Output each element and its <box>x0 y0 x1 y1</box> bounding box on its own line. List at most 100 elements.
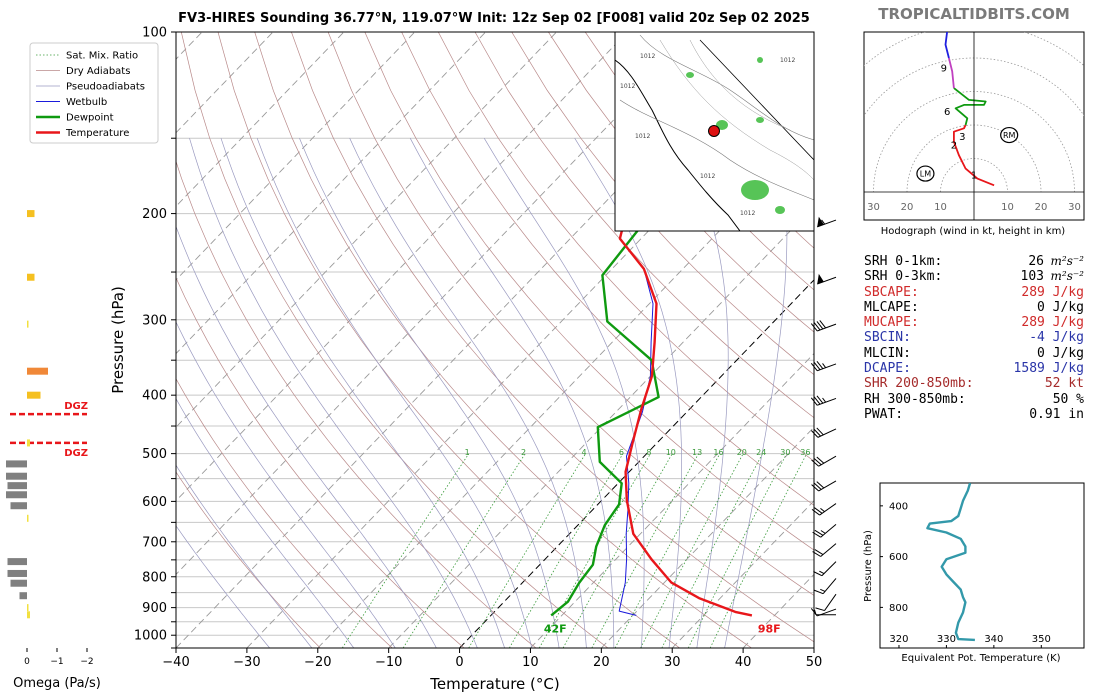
barb-staff <box>817 397 837 406</box>
terrain-contour <box>659 39 814 181</box>
y-tick-label: 300 <box>142 313 167 328</box>
dry-adiabat <box>364 32 814 551</box>
param-label: SBCIN: <box>864 330 911 346</box>
param-row: DCAPE: 1589 J/kg <box>864 361 1084 376</box>
dry-adiabat <box>217 32 680 648</box>
param-label: PWAT: <box>864 406 904 422</box>
wind-barb <box>815 593 837 612</box>
hodograph-tick-label: 10 <box>1001 202 1014 213</box>
barb-staff <box>818 455 837 467</box>
wind-barbs <box>810 216 837 617</box>
wind-barb <box>811 455 837 467</box>
x-tick-label: −10 <box>375 655 402 670</box>
mixing-ratio-line <box>468 453 586 648</box>
theta-e-frame <box>879 482 1085 649</box>
barb-staff <box>819 503 837 516</box>
storm-motion-marker <box>1000 126 1019 144</box>
omega-bar <box>27 611 30 619</box>
barb-flag <box>813 361 821 371</box>
pseudoadiabat <box>678 138 729 648</box>
precip-area <box>756 117 764 123</box>
wind-barb <box>810 427 837 438</box>
dgz-label: DGZ <box>64 448 88 459</box>
omega-panel: DGZ DGZ 0 −1 −2 <box>6 210 94 667</box>
legend-label: Dry Adiabats <box>66 66 130 77</box>
theta-e-trace <box>926 483 975 642</box>
param-label: SHR 200-850mb: <box>864 376 974 392</box>
pseudoadiabat <box>256 138 533 648</box>
barb-flag <box>816 456 825 464</box>
barb-staff <box>817 323 837 332</box>
pseudoadiabat <box>483 138 645 648</box>
precip-area <box>716 120 728 130</box>
param-value: 0.91 in <box>1029 406 1084 422</box>
hodograph-trace <box>944 32 950 59</box>
terrain-contour <box>689 39 791 131</box>
barb-flag <box>813 571 823 577</box>
hodograph-height-label: 6 <box>944 107 950 118</box>
omega-tick-label: 0 <box>24 657 30 667</box>
barb-staff <box>824 593 837 611</box>
param-row: MUCAPE: 289 J/kg <box>864 315 1084 330</box>
y-tick-label: 700 <box>142 535 167 550</box>
y-axis-title: Pressure (hPa) <box>109 286 127 394</box>
barb-flag <box>810 430 819 438</box>
barb-staff <box>821 561 837 577</box>
mixing-ratio-label: 4 <box>581 448 586 457</box>
omega-bar <box>27 439 30 447</box>
param-row: SBCAPE: 289 J/kg <box>864 285 1084 300</box>
pseudoadiabat <box>176 464 313 648</box>
param-label: DCAPE: <box>864 361 911 377</box>
pseudoadiabat <box>574 138 682 648</box>
wind-barb <box>814 609 836 616</box>
barb-staff <box>820 543 837 557</box>
storm-motion-label: LM <box>920 170 931 179</box>
omega-bar <box>7 482 27 490</box>
legend-label: Temperature <box>65 128 129 139</box>
param-label: SRH 0-1km: <box>864 254 943 269</box>
map-contour-label: 1012 <box>740 210 755 217</box>
legend-label: Pseudoadiabats <box>66 82 145 93</box>
pseudoadiabat <box>724 138 788 648</box>
mixing-ratio-label: 16 <box>713 448 723 457</box>
dry-adiabat <box>511 32 814 376</box>
mixing-ratio-line <box>640 453 744 648</box>
hodograph-tick-label: 20 <box>1035 202 1048 213</box>
wind-barb <box>817 216 837 228</box>
pseudoadiabat <box>349 138 587 648</box>
barb-flag <box>810 323 818 332</box>
wind-barb <box>810 320 837 332</box>
mixing-ratio-label: 8 <box>646 448 651 457</box>
barb-flag <box>816 321 824 330</box>
dry-adiabat <box>176 160 537 648</box>
omega-bar <box>7 558 27 566</box>
temperature-trace <box>618 213 753 617</box>
pseudoadiabat <box>220 138 505 648</box>
hodograph-trace <box>953 124 995 187</box>
barb-half-flag <box>822 397 827 403</box>
barb-flag <box>815 607 825 612</box>
barb-flag <box>813 458 822 466</box>
srh-unit: m²s⁻² <box>1050 254 1085 268</box>
legend: Sat. Mix. Ratio Dry Adiabats Pseudoadiabat… <box>29 42 159 144</box>
x-tick-label: 50 <box>806 655 823 670</box>
barb-half-flag <box>814 609 817 615</box>
wind-barb <box>814 578 837 595</box>
pseudoadiabat <box>189 138 478 648</box>
x-tick-label: −30 <box>233 655 260 670</box>
mixing-ratio-label: 20 <box>737 448 747 457</box>
barb-flag <box>814 549 824 555</box>
param-label: RH 300-850mb: <box>864 391 966 407</box>
wind-barb <box>812 523 837 538</box>
omega-bar <box>27 391 41 399</box>
omega-bar <box>6 491 27 499</box>
mixing-ratio-label: 1 <box>465 448 470 457</box>
chart-title: FV3-HIRES Sounding 36.77°N, 119.07°W Ini… <box>178 11 810 26</box>
param-row: SBCIN: -4 J/kg <box>864 330 1084 345</box>
barb-staff <box>817 276 837 285</box>
theta-e-x-tick-label: 320 <box>889 634 908 645</box>
mixing-ratio-label: 30 <box>780 448 790 457</box>
mixing-ratio-line <box>661 453 763 648</box>
omega-bar <box>27 273 35 281</box>
barb-half-flag <box>821 219 826 225</box>
